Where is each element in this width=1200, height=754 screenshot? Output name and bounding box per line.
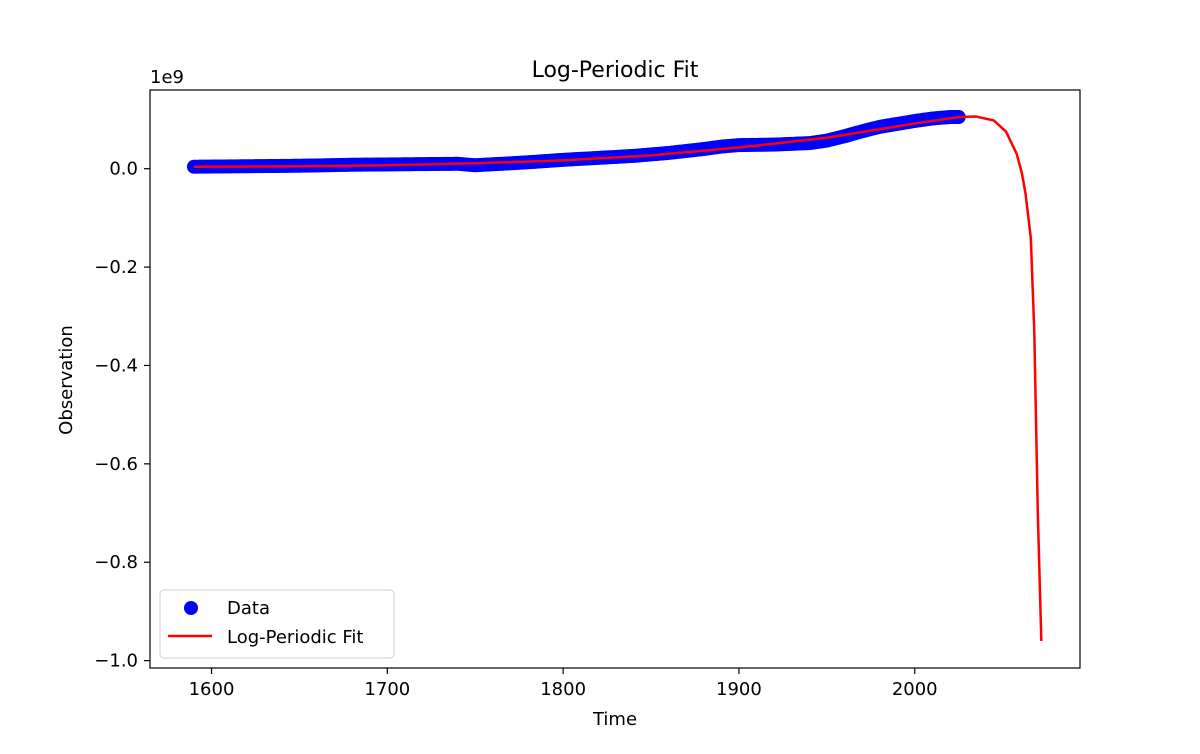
plot-frame	[149, 89, 1081, 669]
y-tick-label: −1.0	[94, 651, 138, 672]
legend-fit-label: Log-Periodic Fit	[227, 627, 364, 648]
legend-data-marker	[184, 601, 198, 615]
x-axis: 1600 1700 1800 1900 2000	[189, 668, 938, 700]
x-axis-label: Time	[592, 709, 637, 730]
legend-box	[159, 589, 395, 659]
fit-line	[193, 115, 1043, 641]
x-tick-label: 2000	[892, 679, 938, 700]
y-axis: 0.0 −0.2 −0.4 −0.6 −0.8 −1.0	[94, 159, 150, 672]
y-axis-label: Observation	[56, 325, 77, 435]
y-tick-label: −0.2	[94, 257, 138, 278]
y-offset-label: 1e9	[150, 67, 184, 88]
legend-data-label: Data	[227, 598, 270, 619]
x-tick-label: 1700	[364, 679, 410, 700]
y-tick-label: −0.4	[94, 355, 138, 376]
plot-area	[186, 110, 1043, 641]
y-tick-label: −0.6	[94, 454, 138, 475]
plot-marks	[186, 110, 1043, 641]
y-tick-label: 0.0	[109, 159, 138, 180]
data-series	[186, 110, 966, 174]
chart-title: Log-Periodic Fit	[532, 58, 699, 83]
y-tick-label: −0.8	[94, 552, 138, 573]
x-tick-label: 1600	[189, 679, 235, 700]
legend: Data Log-Periodic Fit	[159, 589, 395, 659]
x-tick-label: 1900	[716, 679, 762, 700]
x-tick-label: 1800	[540, 679, 586, 700]
